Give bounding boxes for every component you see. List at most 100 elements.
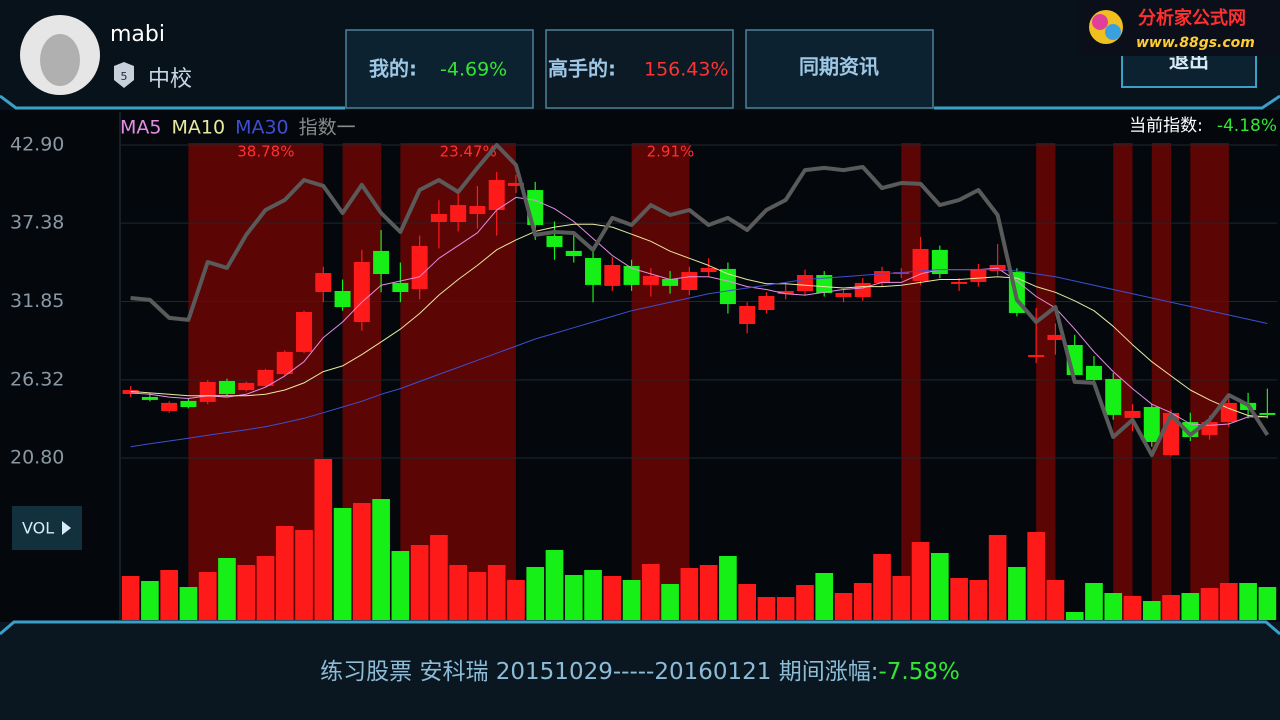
volume-bar [314, 459, 333, 620]
y-tick-label: 42.90 [10, 134, 64, 156]
volume-bar [295, 530, 313, 620]
candle-body [585, 258, 602, 285]
volume-bar [892, 576, 911, 620]
candle-body [874, 271, 891, 283]
candle-body [1105, 378, 1122, 415]
candle-body [430, 213, 447, 223]
avatar-figure [40, 34, 80, 86]
candle-body [623, 265, 640, 285]
holding-period [631, 143, 690, 620]
candle-body [122, 390, 139, 394]
candle-body [141, 396, 158, 400]
volume-bar [969, 580, 988, 620]
line-series [130, 196, 1268, 426]
current-index-value: -4.18% [1217, 116, 1277, 136]
tab-expert[interactable] [545, 29, 734, 109]
legend-entry: 指数一 [299, 117, 356, 139]
candle-body [450, 205, 467, 223]
candle-body [180, 400, 197, 408]
rank-level: 5 [121, 70, 128, 83]
holding-period [1036, 143, 1056, 620]
volume-bar [1008, 567, 1026, 620]
tab-label: 同期资讯 [799, 55, 879, 79]
legend-entry: MA5 [120, 117, 161, 139]
volume-bar [526, 567, 545, 620]
candle-body [893, 272, 910, 275]
candle-body [816, 275, 833, 294]
candle-body [951, 281, 968, 284]
volume-bar [1220, 583, 1238, 620]
logo-url: www.88gs.com [1136, 35, 1255, 51]
volume-bar [834, 593, 853, 620]
volume-bar [372, 499, 390, 620]
holding-period [1190, 143, 1229, 620]
current-index-label: 当前指数: [1129, 116, 1203, 136]
line-series [130, 223, 1268, 418]
volume-bar [256, 556, 275, 620]
candle-body [565, 250, 582, 257]
holding-period [1151, 143, 1172, 620]
volume-bar [988, 535, 1007, 620]
candle-body [353, 261, 370, 323]
volume-bar [275, 526, 294, 620]
tab-mine[interactable] [345, 29, 534, 109]
volume-bar [1046, 580, 1065, 620]
volume-bar [179, 587, 198, 620]
candle-body [276, 351, 293, 375]
candle-body [546, 235, 563, 247]
footer-info: 练习股票 安科瑞 20151029-----20160121 期间涨幅: [320, 659, 878, 685]
candle-body [1085, 365, 1102, 380]
candle-body [161, 402, 178, 411]
volume-bar [1162, 595, 1180, 620]
volume-bar [1027, 532, 1045, 620]
tab-label: 我的: [369, 57, 417, 81]
chart: 38.78% 23.47% 2.91% 42.90 37.38 31.85 26.32 20.… [10, 116, 1277, 620]
volume-bar [507, 580, 525, 620]
volume-bar [738, 584, 756, 620]
candle-body [1124, 410, 1141, 418]
candle-body [739, 306, 756, 325]
volume-bar [622, 580, 641, 620]
candle-body [681, 272, 698, 291]
candle-body [218, 380, 235, 394]
logo-petal [1105, 24, 1121, 40]
legend-entry: MA10 [171, 117, 225, 139]
candle-body [373, 250, 390, 275]
candle-body [700, 267, 717, 273]
candle-body [604, 264, 621, 286]
volume-bar [1200, 588, 1219, 620]
tab-news[interactable] [745, 29, 934, 109]
volume-bar [584, 570, 602, 620]
volume-bar [719, 556, 737, 620]
candle-body [488, 179, 505, 211]
volume-bar [430, 535, 448, 620]
volume-bar [353, 503, 371, 620]
logo-name: 分析家公式网 [1138, 7, 1246, 29]
candle-body [796, 275, 813, 292]
volume-bar [680, 568, 699, 620]
volume-bar [410, 545, 429, 620]
candle-body [1220, 402, 1237, 423]
volume-bar [1181, 593, 1200, 620]
line-series [130, 269, 1268, 448]
candle-body [507, 182, 524, 186]
candle-body [315, 273, 332, 293]
volume-bar [1104, 593, 1123, 620]
y-tick-label: 26.32 [10, 368, 64, 390]
logo-petal [1092, 14, 1108, 30]
footer-text: 练习股票 安科瑞 20151029-----20160121 期间涨幅:-7.5… [320, 659, 960, 685]
volume-bar [564, 575, 583, 620]
holding-period [1113, 143, 1133, 620]
y-tick-label: 20.80 [10, 447, 64, 469]
volume-bar [391, 551, 410, 620]
header-edge [0, 94, 345, 110]
y-tick-label: 31.85 [10, 290, 64, 312]
candle-body [777, 291, 794, 294]
volume-bar [218, 558, 236, 620]
volume-bar [699, 565, 718, 620]
volume-bar [661, 584, 679, 620]
volume-bar [121, 576, 140, 620]
vol-arrow [62, 521, 71, 535]
candle-body [392, 282, 409, 293]
